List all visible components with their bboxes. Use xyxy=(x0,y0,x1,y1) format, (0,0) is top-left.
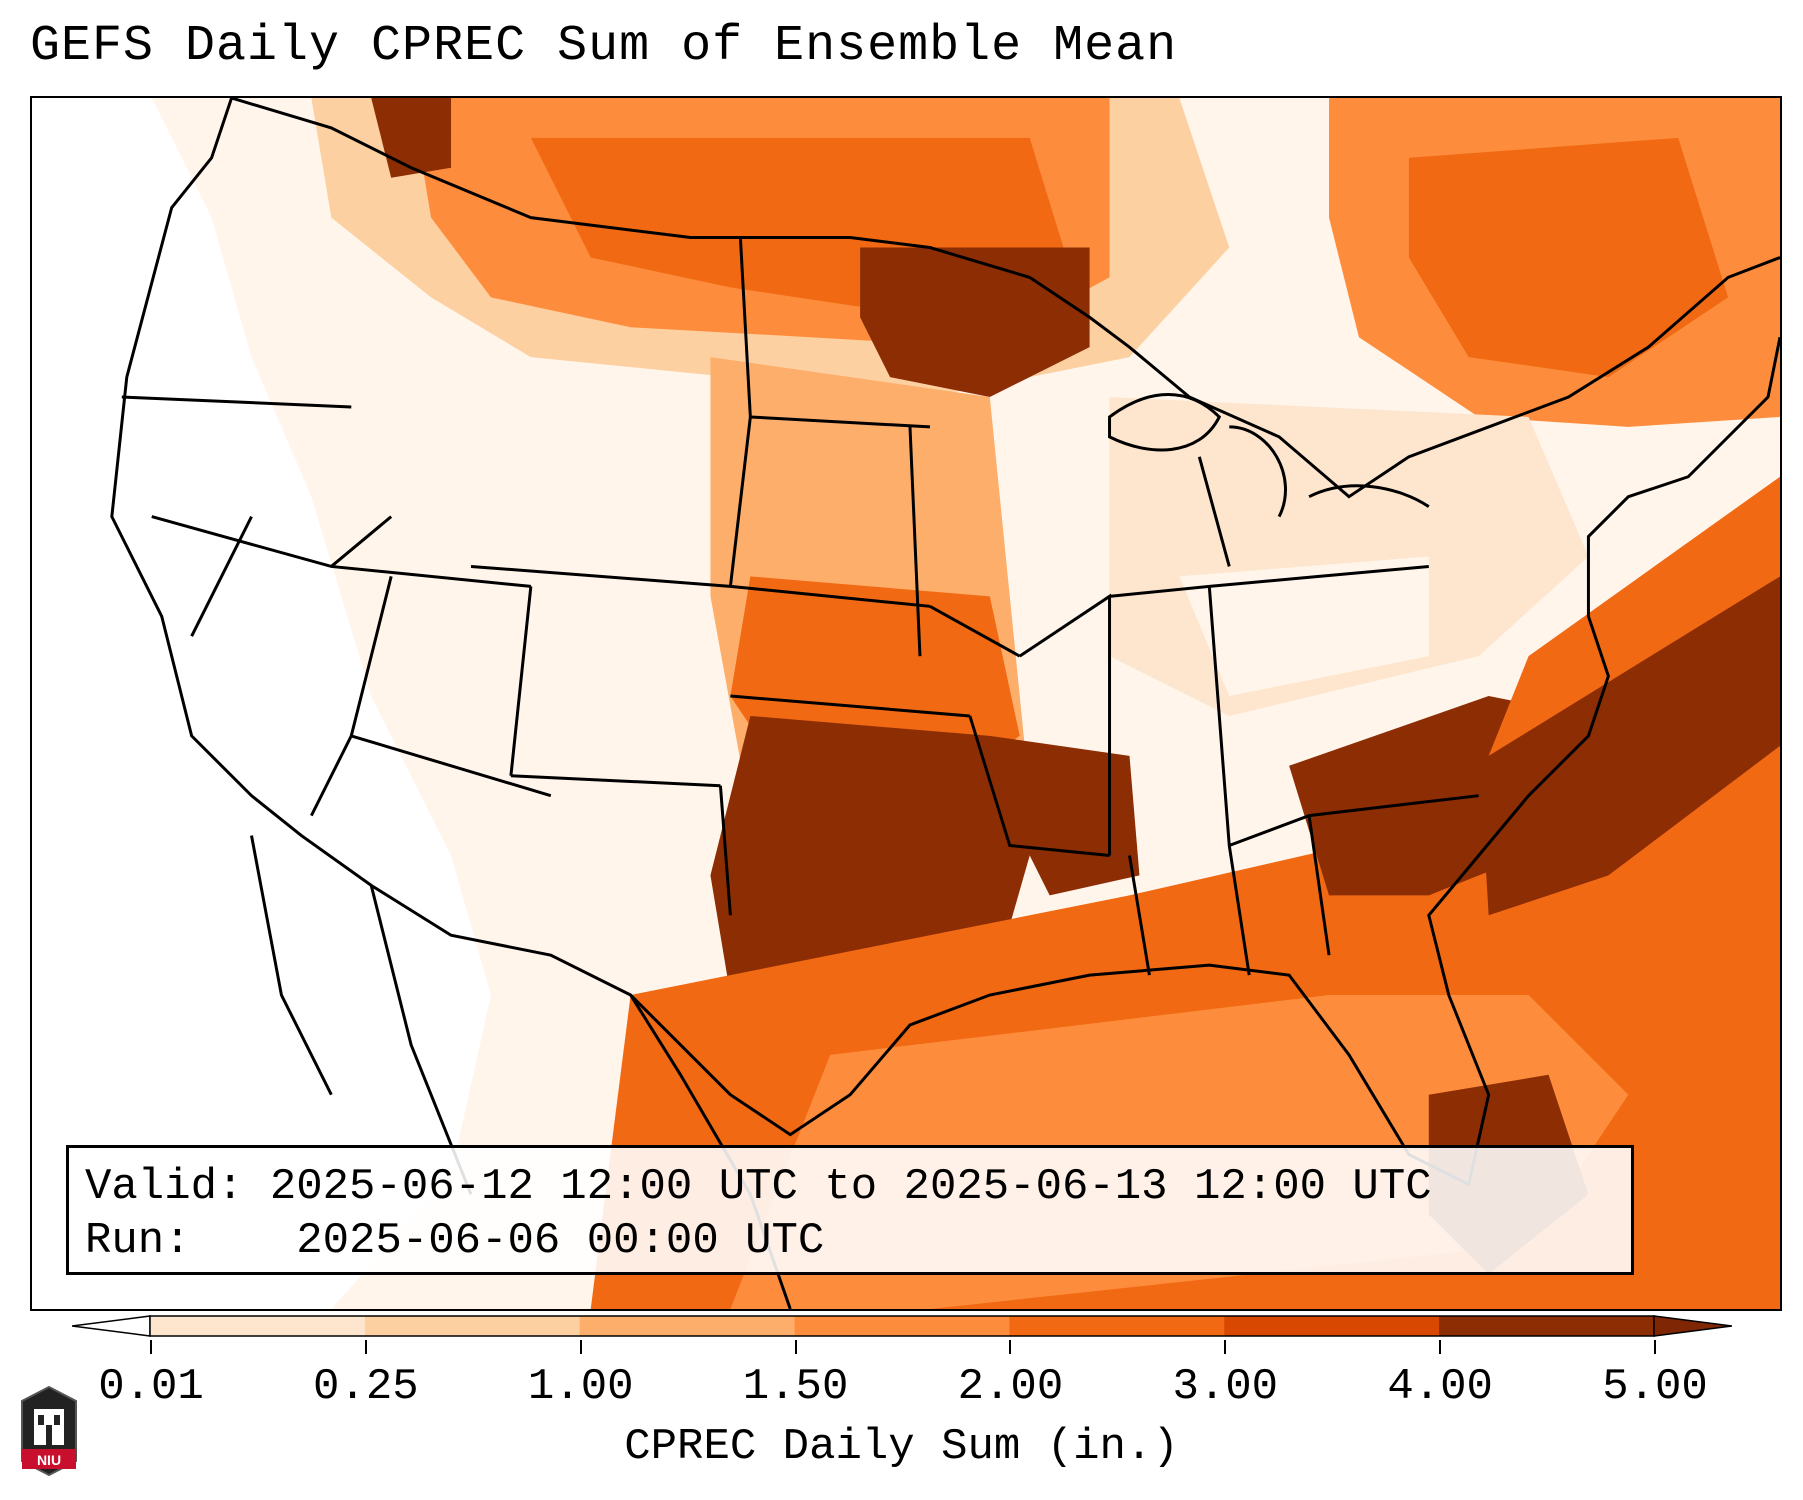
colorbar-tick-label: 0.25 xyxy=(313,1362,419,1412)
colorbar-tick-label: 0.01 xyxy=(98,1362,204,1412)
dark-area-dakota xyxy=(860,247,1090,398)
colorbar-tick-label: 2.00 xyxy=(957,1362,1064,1412)
boundary-lines xyxy=(110,98,1780,1309)
colorbar-tick-label: 5.00 xyxy=(1602,1362,1708,1412)
niu-logo-icon: NIU xyxy=(21,1385,77,1477)
atlantic-orange xyxy=(1488,476,1780,756)
colorbar-segment xyxy=(579,1316,796,1336)
map-panel xyxy=(30,96,1782,1311)
valid-time-box: Valid: 2025-06-12 12:00 UTC to 2025-06-1… xyxy=(66,1145,1634,1275)
valid-label: Valid: xyxy=(85,1162,244,1212)
colorbar-label: CPREC Daily Sum (in.) xyxy=(624,1422,1179,1472)
colorbar-tick-label: 3.00 xyxy=(1172,1362,1279,1412)
colorbar-segments xyxy=(149,1315,1655,1337)
colorbar-segment xyxy=(1009,1316,1225,1336)
colorbar-segment xyxy=(150,1316,366,1336)
pale-area-ohio xyxy=(1179,556,1429,697)
colorbar-segment xyxy=(1224,1316,1440,1336)
colorbar-tick-mark xyxy=(794,1340,797,1354)
canada-east-inner xyxy=(1408,137,1729,378)
valid-row: Valid: 2025-06-12 12:00 UTC to 2025-06-1… xyxy=(85,1160,1615,1214)
colorbar-over-extend xyxy=(1653,1315,1732,1337)
colorbar-segment xyxy=(364,1316,581,1336)
colorbar-tick-mark xyxy=(579,1340,582,1354)
valid-value: 2025-06-12 12:00 UTC to 2025-06-13 12:00… xyxy=(269,1162,1432,1212)
colorbar-tick-mark xyxy=(1224,1340,1227,1354)
colorbar-segment xyxy=(1439,1316,1655,1336)
colorbar-tick-mark xyxy=(1439,1340,1442,1354)
run-label: Run: xyxy=(85,1216,191,1266)
state-lines xyxy=(121,237,1479,976)
colorbar-tick-label: 1.00 xyxy=(527,1362,634,1412)
run-row: Run: 2025-06-06 00:00 UTC xyxy=(85,1214,1615,1268)
logo-text: NIU xyxy=(37,1452,61,1468)
colorbar-tick-label: 1.50 xyxy=(742,1362,849,1412)
dark-area-atlantic xyxy=(1478,576,1780,916)
run-value: 2025-06-06 00:00 UTC xyxy=(296,1216,825,1266)
colorbar xyxy=(72,1315,1732,1337)
great-lakes xyxy=(1108,393,1430,567)
colorbar-segment xyxy=(794,1316,1010,1336)
precipitation-map xyxy=(32,98,1780,1309)
colorbar-under-extend xyxy=(72,1315,151,1337)
colorbar-tick-mark xyxy=(1009,1340,1012,1354)
colorbar-tick-mark xyxy=(364,1340,367,1354)
colorbar-tick-mark xyxy=(1654,1340,1656,1354)
colorbar-tick-mark xyxy=(150,1340,152,1354)
chart-title: GEFS Daily CPREC Sum of Ensemble Mean xyxy=(30,18,1178,75)
us-canada-border xyxy=(231,98,1780,499)
colorbar-tick-label: 4.00 xyxy=(1387,1362,1493,1412)
